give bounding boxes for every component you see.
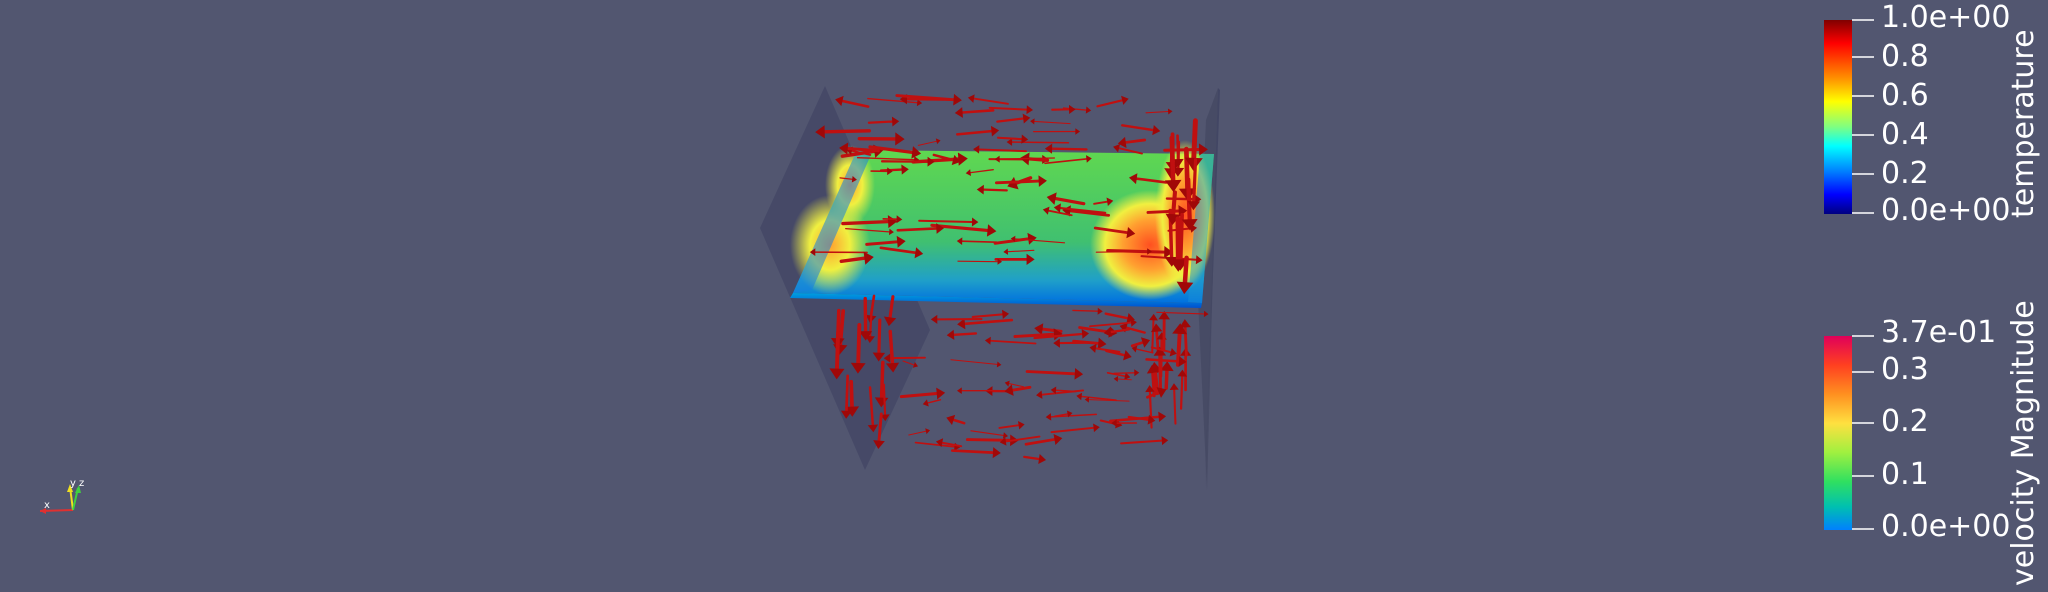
velocity-arrow <box>918 138 940 145</box>
temperature-colorbar-ticks <box>1852 20 1874 213</box>
velocity-arrow <box>1027 368 1083 380</box>
velocity-arrow <box>1030 118 1070 124</box>
velocity-arrow <box>1121 436 1168 445</box>
x-axis-label: x <box>44 500 50 511</box>
velocity-arrow <box>1073 308 1103 315</box>
velocity-arrow <box>1132 346 1153 353</box>
velocity-arrow <box>973 310 1009 319</box>
velocity-arrow <box>1024 454 1046 464</box>
velocity-arrow <box>955 107 993 118</box>
velocity-arrow <box>971 431 1008 439</box>
velocity-arrow <box>901 388 945 400</box>
temperature-colorbar <box>1824 20 1852 214</box>
z-axis-label: z <box>79 478 84 489</box>
velocity-arrow <box>1076 393 1116 400</box>
vel-tick-5: 0.0e+00 <box>1881 512 2010 542</box>
temp-tick-4: 0.4 <box>1881 120 1929 150</box>
velocity-legend-title: velocity Magnitude <box>2006 300 2041 586</box>
velocity-arrow <box>1034 128 1080 135</box>
temp-tick-2: 0.8 <box>1881 42 1929 72</box>
vel-tick-1: 3.7e-01 <box>1881 318 1996 348</box>
velocity-arrow <box>1097 96 1128 107</box>
velocity-arrow <box>1122 125 1160 135</box>
velocity-arrow <box>1052 105 1075 114</box>
velocity-arrow <box>1118 137 1145 148</box>
velocity-arrow <box>1113 144 1142 154</box>
temp-tick-1: 1.0e+00 <box>1881 3 2010 33</box>
velocity-arrow <box>946 415 964 425</box>
velocity-arrow <box>952 447 1000 458</box>
velocity-arrow <box>1005 381 1024 387</box>
velocity-arrow <box>1106 313 1135 323</box>
velocity-arrow <box>835 96 868 107</box>
velocity-arrow <box>909 428 930 435</box>
velocity-arrow <box>923 399 941 406</box>
velocity-arrow <box>1026 434 1062 445</box>
velocity-arrow <box>968 94 1008 103</box>
vel-tick-3: 0.2 <box>1881 407 1929 437</box>
velocity-arrow <box>985 337 1036 345</box>
vel-tick-4: 0.1 <box>1881 460 1929 490</box>
temp-tick-6: 0.0e+00 <box>1881 196 2010 226</box>
velocity-arrow <box>947 330 976 340</box>
velocity-arrow <box>997 114 1030 124</box>
velocity-colorbar <box>1824 336 1852 530</box>
velocity-arrow <box>990 105 1033 114</box>
y-axis-label: y <box>70 478 76 489</box>
velocity-arrow <box>957 126 999 137</box>
velocity-colorbar-ticks <box>1852 336 1874 529</box>
velocity-arrow <box>1146 108 1172 114</box>
velocity-arrow <box>1170 383 1179 423</box>
temperature-legend-title: temperature <box>2006 29 2041 218</box>
temp-tick-5: 0.2 <box>1881 159 1929 189</box>
velocity-arrow <box>1132 337 1150 347</box>
temp-tick-3: 0.6 <box>1881 81 1929 111</box>
velocity-arrow <box>951 360 1001 368</box>
velocity-arrow <box>1110 412 1166 422</box>
vel-tick-2: 0.3 <box>1881 355 1929 385</box>
velocity-arrow <box>1051 423 1099 432</box>
velocity-arrow <box>999 421 1024 429</box>
velocity-arrow <box>957 387 1005 394</box>
velocity-arrow <box>859 132 904 145</box>
velocity-arrow <box>1045 144 1087 154</box>
velocity-arrow <box>869 117 899 127</box>
